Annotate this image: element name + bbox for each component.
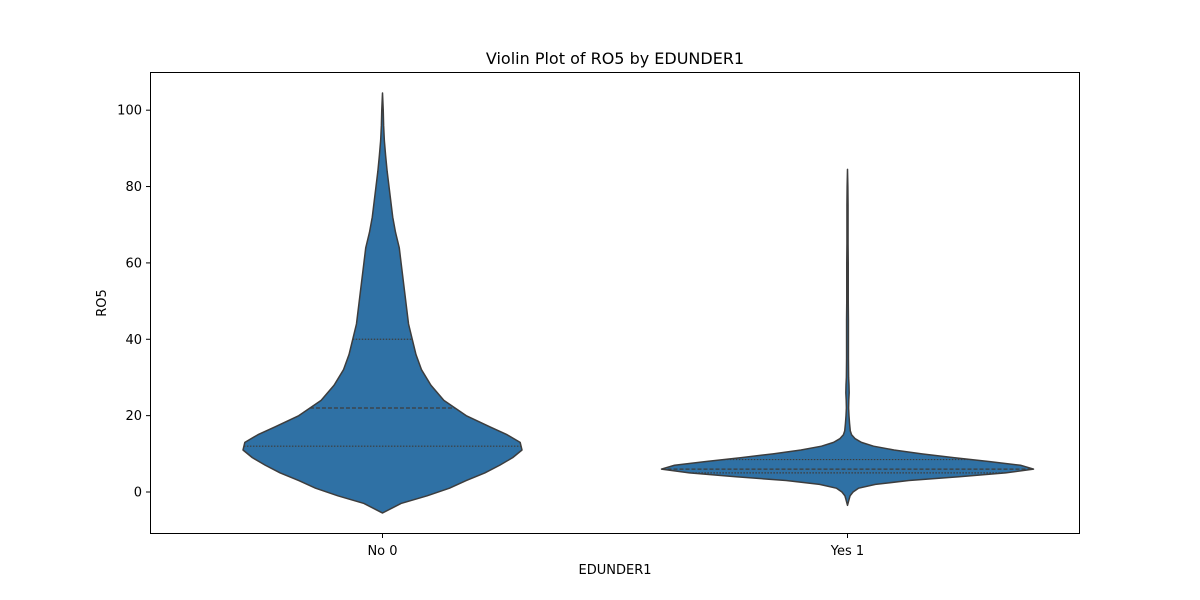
y-axis-label: RO5 [95, 289, 110, 317]
y-tick-label: 80 [125, 180, 142, 195]
y-tick-label: 60 [125, 256, 142, 271]
y-tick-label: 0 [134, 486, 142, 501]
chart-title: Violin Plot of RO5 by EDUNDER1 [486, 49, 744, 68]
violin-1 [242, 92, 523, 514]
plot-area-frame [150, 72, 1080, 534]
y-tick-label: 20 [125, 409, 142, 424]
x-axis: No 0 Yes 1 [367, 534, 864, 559]
violin-body [660, 168, 1035, 507]
violin-body [242, 92, 523, 514]
violin-2 [660, 168, 1035, 507]
y-tick-label: 40 [125, 333, 142, 348]
y-tick-label: 100 [117, 104, 142, 119]
x-tick-label: No 0 [367, 544, 397, 559]
x-axis-label: EDUNDER1 [579, 563, 652, 578]
violins-layer [242, 92, 1035, 514]
y-axis: 0 20 40 60 80 100 [117, 104, 150, 501]
x-tick-label: Yes 1 [830, 544, 864, 559]
